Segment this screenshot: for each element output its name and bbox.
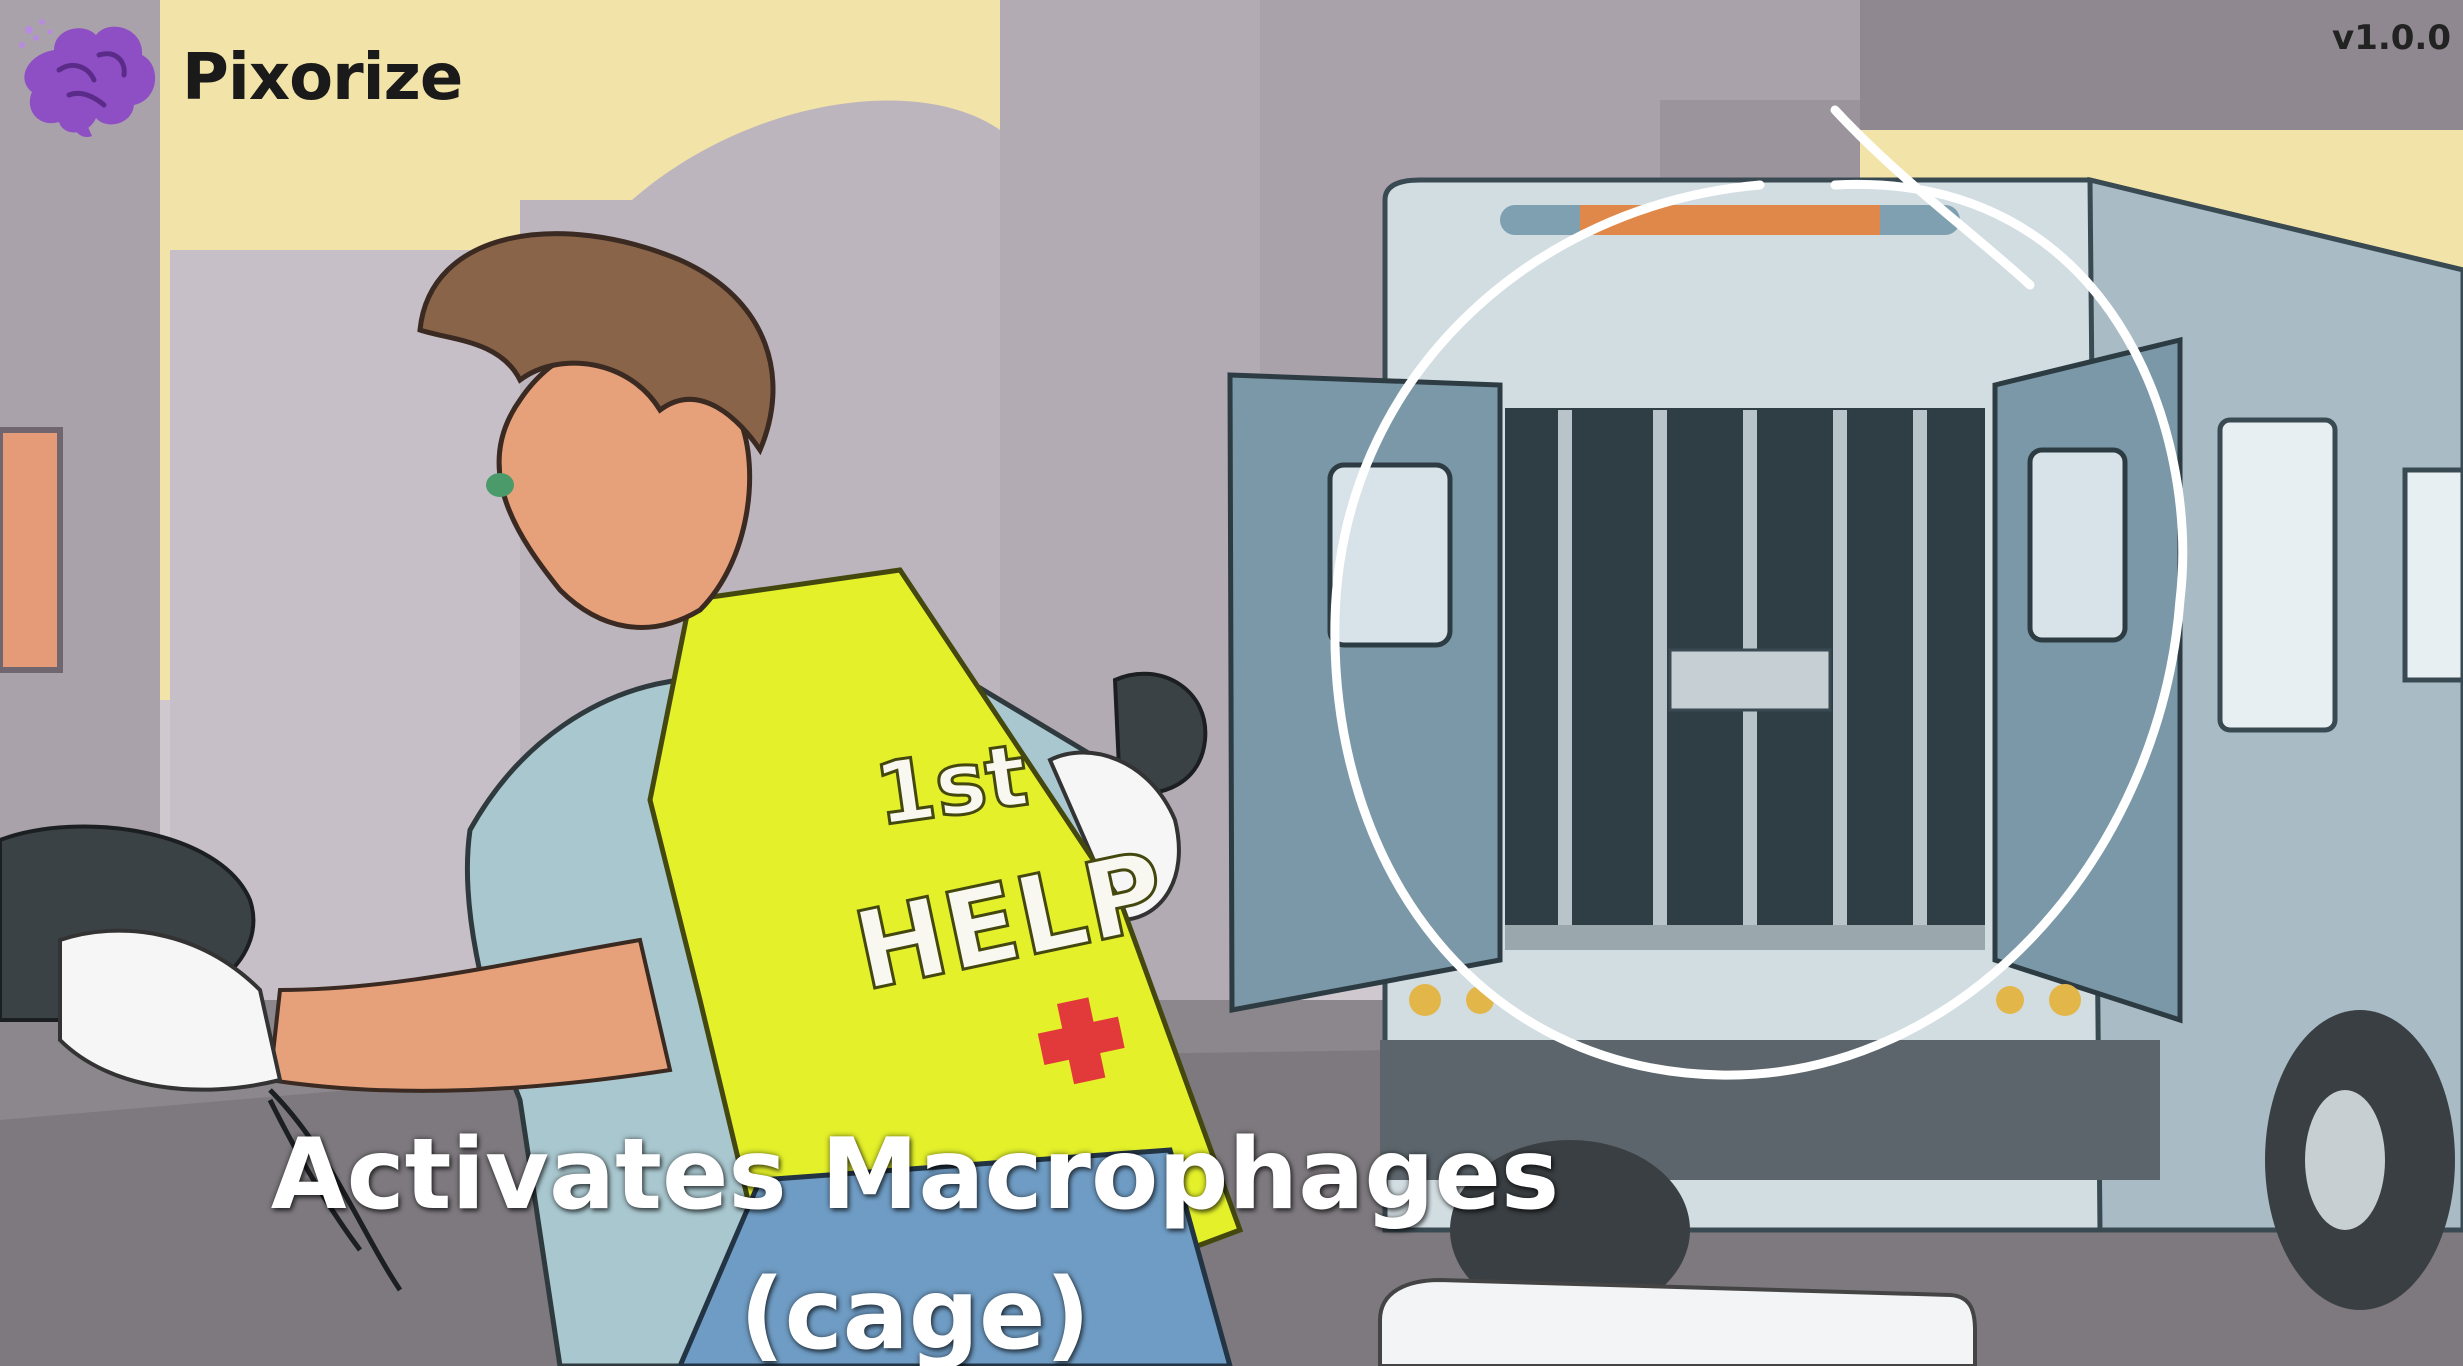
pixorize-logo: Pixorize — [14, 10, 463, 145]
red-cross — [1037, 997, 1125, 1085]
subtitle-caption: Activates Macrophages (cage) — [0, 1105, 1830, 1366]
highlight-circle — [1330, 105, 2188, 1080]
paramedic-character: 1st HELP — [0, 231, 1244, 1366]
vest-text-1st: 1st — [869, 726, 1034, 846]
brand-name: Pixorize — [182, 40, 463, 115]
caption-line-2: (cage) — [739, 1258, 1091, 1366]
brain-icon — [19, 19, 156, 138]
first-aid-case — [1378, 1277, 1977, 1366]
prison-van — [1227, 176, 2463, 1320]
caption-line-1: Activates Macrophages — [270, 1118, 1560, 1232]
version-label: v1.0.0 — [2332, 18, 2451, 58]
